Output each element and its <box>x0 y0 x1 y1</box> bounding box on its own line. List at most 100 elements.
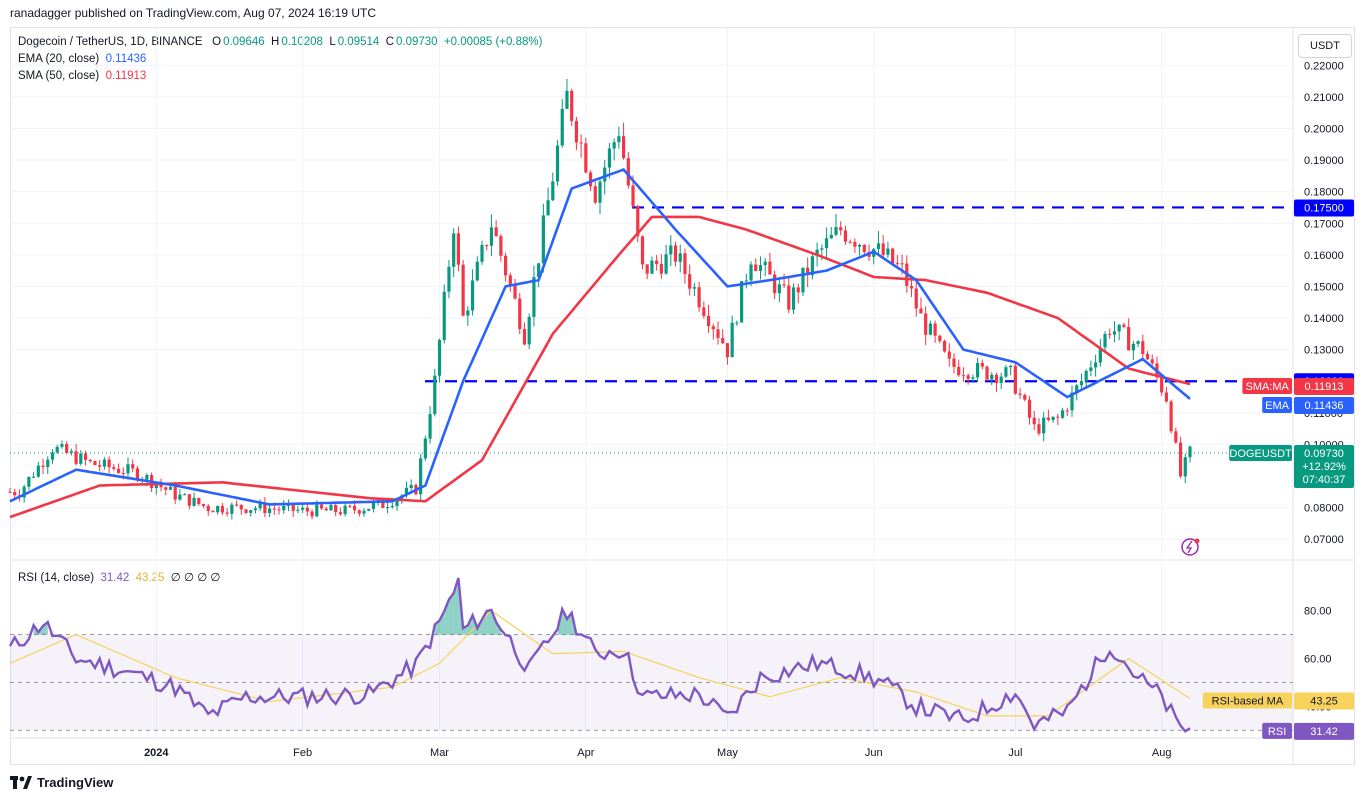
ema-label: EMA (20, close) <box>18 53 100 65</box>
candle-body <box>315 504 319 517</box>
candle-body <box>1051 416 1055 420</box>
candle-body <box>683 253 687 275</box>
rsi-overbought-fill <box>486 609 492 635</box>
candle-body <box>697 287 701 308</box>
candle-body <box>168 486 173 490</box>
sma-legend[interactable]: SMA (50, close) 0.11913 <box>18 70 146 82</box>
candle-body <box>8 491 12 493</box>
candle-body <box>1037 424 1041 434</box>
candle-body <box>957 366 961 376</box>
grid <box>10 28 1355 765</box>
candle-body <box>843 230 848 242</box>
rsi-label: RSI (14, close) <box>18 572 95 584</box>
candle-body <box>579 142 583 144</box>
candle-body <box>1169 401 1173 432</box>
candle-body <box>282 505 286 511</box>
candle-body <box>480 245 484 262</box>
candle-body <box>234 504 239 506</box>
rsi-value: 31.42 <box>100 572 130 584</box>
candle-body <box>301 507 305 510</box>
rsi-overbought-fill <box>444 599 449 635</box>
candle-body <box>98 465 102 467</box>
candle-body <box>1098 347 1102 363</box>
candle-body <box>1004 367 1008 377</box>
candle-body <box>834 227 838 235</box>
moving-averages <box>9 167 1191 519</box>
candle-body <box>947 351 951 359</box>
axes: 0.22000 0.21000 0.20000 0.19000 0.18000 0.170… <box>144 60 1344 759</box>
candle-body <box>121 472 125 474</box>
candle-body <box>239 504 243 510</box>
candle-body <box>319 504 324 509</box>
candle-body <box>787 285 791 310</box>
candle-body <box>1103 333 1107 348</box>
candle-body <box>1178 442 1183 477</box>
candle-body <box>1075 385 1079 393</box>
candle-body <box>1188 446 1192 458</box>
candle-body <box>145 475 149 480</box>
rsi-empty-values: ∅ ∅ ∅ ∅ <box>170 572 221 584</box>
candle-body <box>820 248 824 250</box>
candle-body <box>69 451 73 453</box>
candle-body <box>485 245 489 247</box>
candle-body <box>154 484 158 489</box>
candle-body <box>1065 410 1069 412</box>
candle-body <box>386 507 390 509</box>
candle-body <box>673 245 678 262</box>
rsi-overbought-fill <box>439 611 445 635</box>
candle-body <box>249 510 253 513</box>
candle-body <box>881 243 885 255</box>
candle-body <box>706 315 711 327</box>
candle-body <box>352 505 357 511</box>
candle-body <box>1084 370 1088 382</box>
candle-body <box>1060 410 1065 418</box>
candle-body <box>560 108 564 146</box>
rsi-ma-badge-bg <box>1294 692 1354 710</box>
candle-body <box>1150 359 1154 364</box>
candle-body <box>27 476 31 487</box>
candle-body <box>1160 377 1164 393</box>
candle-body <box>1046 417 1050 420</box>
candle-body <box>631 185 635 207</box>
sma-badge-tag-bg <box>1242 377 1292 394</box>
rsi-badge-bg <box>1294 722 1354 740</box>
chart-frame[interactable] <box>10 27 1355 765</box>
candle-body <box>343 505 347 515</box>
ema-legend[interactable]: EMA (20, close) 0.11436 <box>18 53 146 65</box>
price-tick-label: 0.13000 <box>1304 345 1344 357</box>
candle-body <box>768 261 772 275</box>
tradingview-logo[interactable]: TradingView <box>10 775 113 790</box>
candle-body <box>164 487 168 490</box>
candle-body <box>909 285 914 289</box>
candle-body <box>50 452 55 460</box>
candle-body <box>1023 394 1027 400</box>
candle-body <box>758 265 763 271</box>
candle-body <box>933 323 937 336</box>
price-tick-label: 0.18000 <box>1304 187 1344 199</box>
currency-button[interactable]: USDT <box>1298 34 1352 58</box>
candle-body <box>22 486 26 498</box>
candle-body <box>32 476 36 478</box>
candle-body <box>640 236 645 265</box>
alert-icon[interactable] <box>1181 538 1200 556</box>
candle-body <box>367 508 371 511</box>
candle-body <box>603 167 607 182</box>
candle-body <box>924 313 928 335</box>
candle-body <box>211 511 215 513</box>
candle-body <box>961 375 966 377</box>
rsi-overbought-fill <box>448 593 454 635</box>
candle-body <box>291 503 295 511</box>
candle-body <box>437 339 442 376</box>
ema20-line <box>9 167 1191 506</box>
candle-body <box>565 90 569 109</box>
rsi-ma-line <box>9 609 1191 717</box>
candle-body <box>277 509 281 511</box>
rsi-tick-label: 80.00 <box>1304 606 1332 618</box>
last-price-badge-text: 0.09730 <box>1304 448 1344 460</box>
rsi-legend[interactable]: RSI (14, close) 31.42 43.25 ∅ ∅ ∅ ∅ <box>18 570 220 584</box>
candle-body <box>192 497 196 506</box>
candle-body <box>522 329 527 345</box>
rsi-badge-tag: RSI <box>1268 726 1286 738</box>
candle-body <box>1042 417 1046 434</box>
